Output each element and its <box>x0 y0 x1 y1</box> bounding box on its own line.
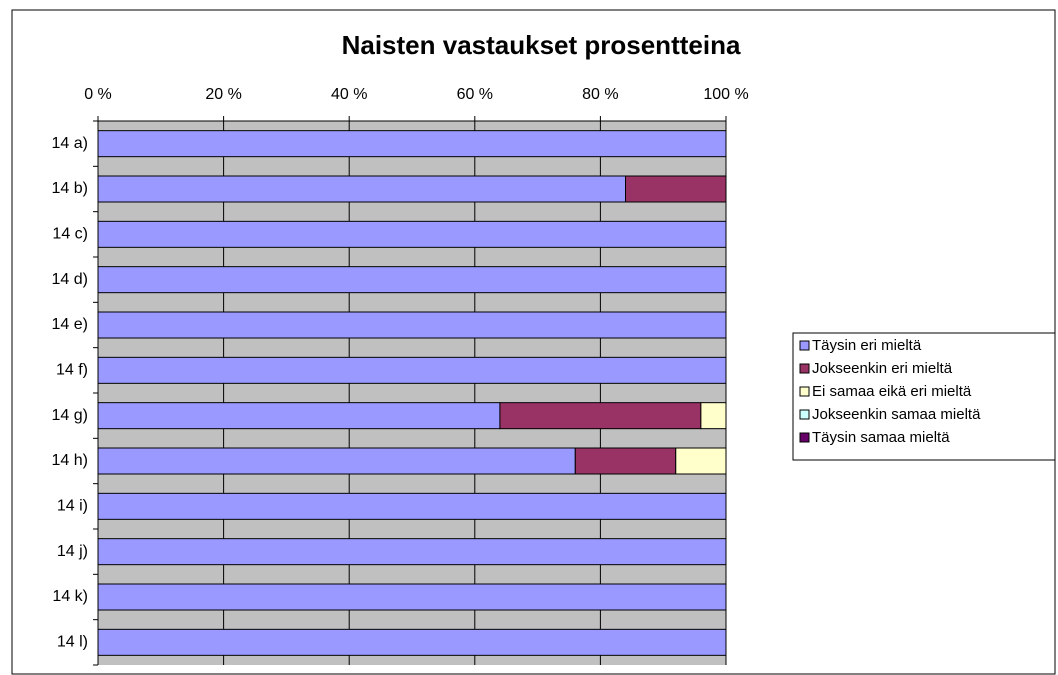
y-tick-label: 14 c) <box>52 226 88 243</box>
y-tick-label: 14 i) <box>57 498 88 515</box>
legend-label: Jokseenkin eri mieltä <box>812 360 953 377</box>
legend-swatch <box>799 409 810 420</box>
bar-segment <box>700 402 727 430</box>
y-tick-label: 14 h) <box>52 452 88 469</box>
bar-segment <box>625 175 727 203</box>
x-tick-label: 40 % <box>331 86 367 103</box>
y-tick-label: 14 f) <box>56 362 88 379</box>
bar-segment <box>675 447 727 475</box>
bar-segment <box>97 447 576 475</box>
legend-label: Ei samaa eikä eri mieltä <box>812 383 972 400</box>
legend-label: Täysin samaa mieltä <box>812 429 950 446</box>
x-tick-label: 100 % <box>703 86 748 103</box>
legend-swatch <box>799 432 810 443</box>
bar-segment <box>574 447 677 475</box>
x-tick-label: 60 % <box>457 86 493 103</box>
bar-segment <box>97 266 727 294</box>
bar-segment <box>499 402 702 430</box>
x-tick-label: 80 % <box>582 86 618 103</box>
legend-label: Täysin eri mieltä <box>812 337 922 354</box>
bar-segment <box>97 583 727 611</box>
x-tick-label: 0 % <box>84 86 112 103</box>
chart-title: Naisten vastaukset prosentteina <box>342 30 741 60</box>
bar-segment <box>97 538 727 566</box>
plot-area <box>98 121 726 665</box>
y-tick-label: 14 b) <box>52 180 88 197</box>
legend-label: Jokseenkin samaa mieltä <box>812 406 981 423</box>
y-tick-label: 14 j) <box>57 543 88 560</box>
bar-segment <box>97 402 501 430</box>
bar-segment <box>97 175 627 203</box>
bar-segment <box>97 311 727 339</box>
legend-box <box>792 332 1056 461</box>
legend-swatch <box>799 340 810 351</box>
y-tick-label: 14 l) <box>57 634 88 651</box>
legend-swatch <box>799 363 810 374</box>
bar-segment <box>97 356 727 384</box>
legend-swatch <box>799 386 810 397</box>
y-tick-label: 14 d) <box>52 271 88 288</box>
bar-segment <box>97 492 727 520</box>
x-tick-label: 20 % <box>205 86 241 103</box>
y-tick-label: 14 a) <box>52 135 88 152</box>
y-tick-label: 14 e) <box>52 316 88 333</box>
y-tick-label: 14 k) <box>52 588 88 605</box>
bar-segment <box>97 628 727 656</box>
bar-segment <box>97 130 727 158</box>
y-tick-label: 14 g) <box>52 407 88 424</box>
bar-segment <box>97 220 727 248</box>
